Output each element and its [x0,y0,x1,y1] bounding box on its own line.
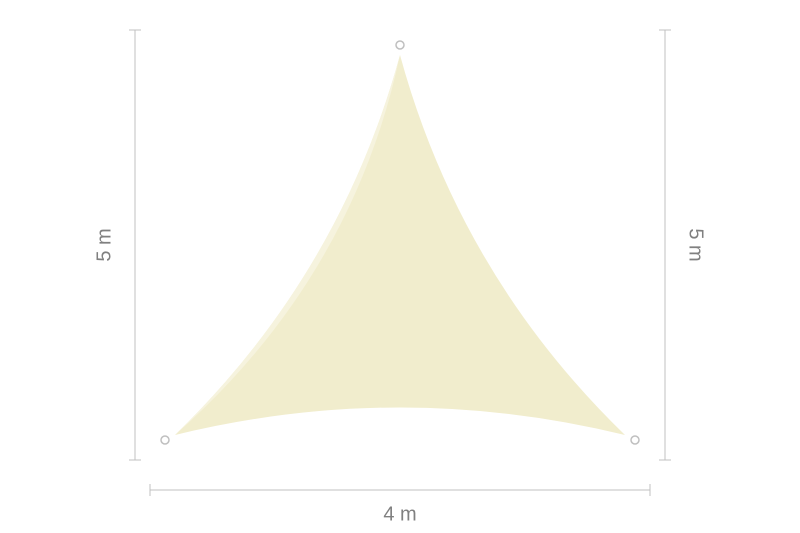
dimension-right-label: 5 m [685,228,707,261]
dimension-left [129,30,141,460]
sunshade-triangle [175,55,625,435]
dimension-bottom [150,484,650,496]
dimension-right [659,30,671,460]
dimension-left-label: 5 m [93,228,115,261]
diagram: 5 m 5 m 4 m [0,0,800,533]
dimension-bottom-label: 4 m [383,503,416,525]
